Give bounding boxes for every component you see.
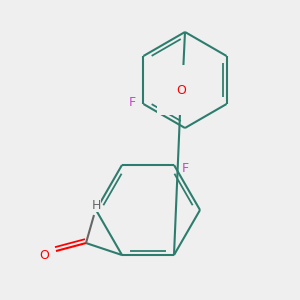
Text: O: O bbox=[39, 248, 49, 262]
Text: O: O bbox=[176, 83, 186, 97]
Text: O: O bbox=[176, 83, 186, 97]
Text: H: H bbox=[91, 199, 101, 212]
Text: F: F bbox=[182, 163, 189, 176]
Text: F: F bbox=[128, 95, 135, 109]
